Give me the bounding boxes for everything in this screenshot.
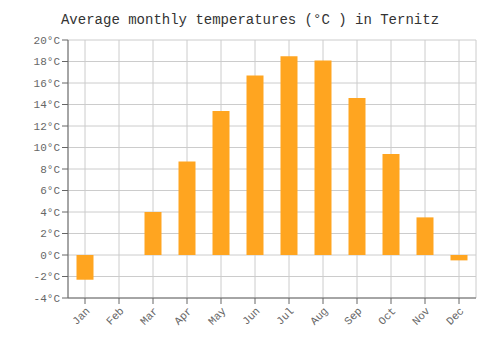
svg-text:4°C: 4°C [40,207,60,219]
svg-text:14°C: 14°C [34,99,61,111]
svg-text:18°C: 18°C [34,56,61,68]
svg-text:Jan: Jan [70,305,92,327]
svg-text:Dec: Dec [444,305,466,327]
svg-text:-4°C: -4°C [34,293,61,305]
svg-text:20°C: 20°C [34,35,61,47]
svg-text:10°C: 10°C [34,142,61,154]
svg-text:Jul: Jul [274,305,296,327]
svg-text:0°C: 0°C [40,250,60,262]
svg-text:16°C: 16°C [34,78,61,90]
svg-text:Aug: Aug [308,305,330,327]
svg-text:8°C: 8°C [40,164,60,176]
svg-text:Sep: Sep [342,305,364,327]
html-text:Average monthly temperatures (: Average monthly temperatures (°C ) in Te… [61,12,439,28]
svg-text:Apr: Apr [172,305,194,327]
svg-text:Feb: Feb [104,305,126,327]
svg-text:-2°C: -2°C [34,271,61,283]
svg-text:12°C: 12°C [34,121,61,133]
svg-text:Nov: Nov [410,305,433,328]
svg-text:Oct: Oct [376,305,398,327]
svg-text:Mar: Mar [138,305,160,327]
svg-text:Jun: Jun [240,305,262,327]
svg-text:2°C: 2°C [40,228,60,240]
svg-text:May: May [206,305,229,328]
svg-text:6°C: 6°C [40,185,60,197]
